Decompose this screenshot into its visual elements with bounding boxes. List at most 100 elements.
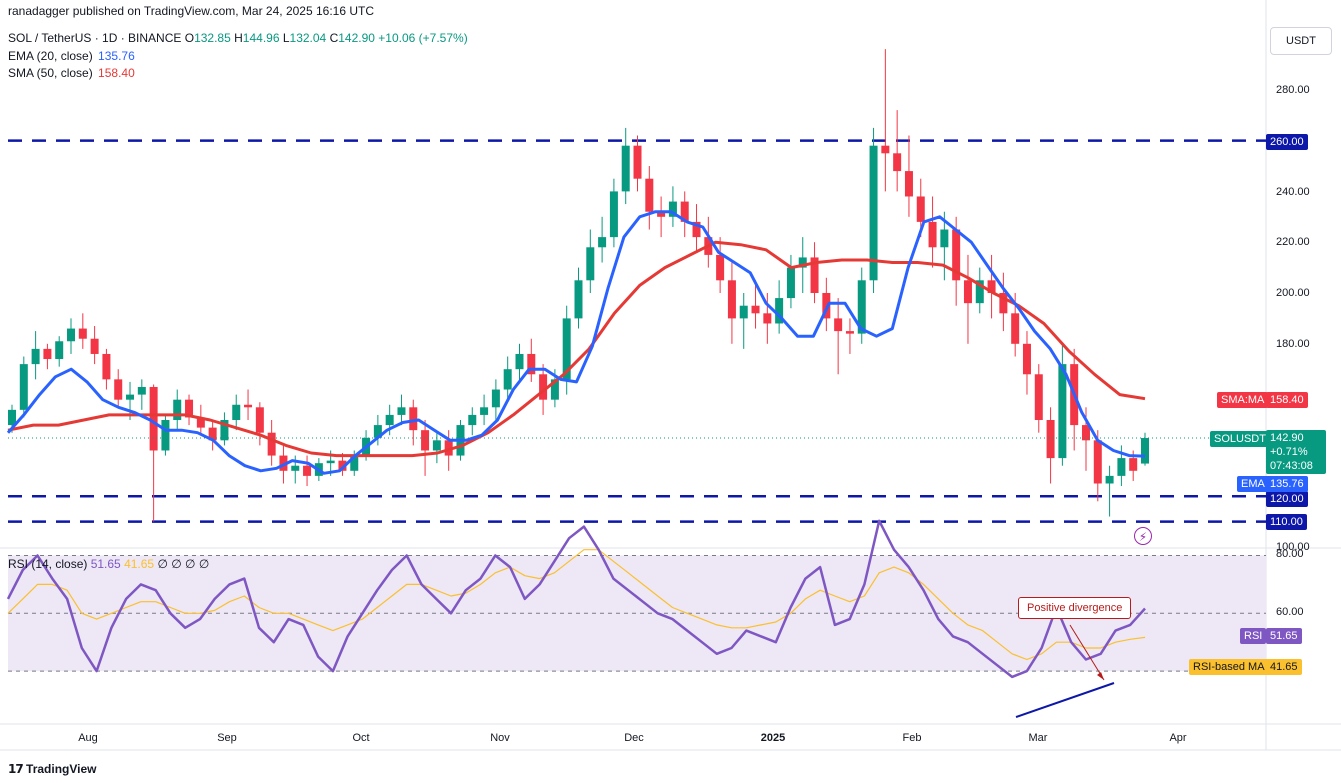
candle-body bbox=[539, 374, 548, 400]
candle-body bbox=[668, 201, 677, 217]
high-value: 144.96 bbox=[242, 31, 280, 45]
sma-legend-label: SMA (50, close) bbox=[8, 66, 93, 80]
close-value: 142.90 bbox=[338, 31, 375, 45]
candle-body bbox=[220, 420, 229, 441]
symbol-legend: SOL / TetherUS · 1D · BINANCE O132.85 H1… bbox=[8, 31, 468, 45]
time-tick: Dec bbox=[624, 732, 644, 744]
candle-body bbox=[31, 348, 40, 365]
candle-body bbox=[173, 399, 182, 420]
candle-body bbox=[244, 404, 253, 408]
candle-body bbox=[621, 145, 630, 192]
time-tick: Mar bbox=[1028, 732, 1048, 744]
candle-body bbox=[586, 247, 595, 281]
flash-icon[interactable]: ⚡ bbox=[1134, 527, 1152, 545]
candle-body bbox=[1058, 364, 1067, 459]
rsi-legend[interactable]: RSI (14, close) 51.65 41.65 ∅ ∅ ∅ ∅ bbox=[8, 557, 209, 571]
candle-body bbox=[291, 465, 300, 471]
rsi-legend-ma: 41.65 bbox=[124, 557, 155, 571]
sma-legend[interactable]: SMA (50, close) 158.40 bbox=[8, 66, 135, 80]
candle-body bbox=[727, 280, 736, 319]
candle-body bbox=[161, 420, 170, 451]
time-tick: Oct bbox=[352, 732, 370, 744]
price-tick: 100.00 bbox=[1276, 541, 1310, 553]
divergence-trendline bbox=[1015, 682, 1115, 718]
candle-body bbox=[680, 201, 689, 222]
candle-body bbox=[716, 254, 725, 281]
candle-body bbox=[373, 425, 382, 438]
candle-body bbox=[857, 280, 866, 334]
candle-body bbox=[491, 389, 500, 408]
candle-body bbox=[1129, 458, 1138, 471]
candle-body bbox=[8, 409, 16, 426]
time-tick: Sep bbox=[217, 732, 237, 744]
candle-body bbox=[1093, 440, 1102, 484]
ema-tag: EMA bbox=[1237, 476, 1269, 492]
symbol-name[interactable]: SOL / TetherUS · 1D · BINANCE bbox=[8, 31, 182, 45]
open-label: O bbox=[184, 31, 195, 45]
open-value: 132.85 bbox=[194, 31, 231, 45]
candle-body bbox=[562, 318, 571, 380]
sma-line bbox=[7, 240, 1146, 458]
candle-body bbox=[43, 348, 52, 360]
candle-body bbox=[633, 145, 642, 179]
rsi-line bbox=[6, 519, 1146, 679]
rsi-legend-value: 51.65 bbox=[90, 557, 121, 571]
candle-body bbox=[397, 407, 406, 415]
candle-body bbox=[1022, 343, 1031, 375]
ema-line bbox=[6, 210, 1146, 475]
candle-body bbox=[444, 440, 453, 456]
currency-button[interactable]: USDT bbox=[1270, 27, 1332, 55]
candle-body bbox=[102, 353, 111, 380]
last-price-box: 142.90 +0.71% 07:43:08 bbox=[1266, 430, 1326, 474]
candle-body bbox=[1117, 458, 1126, 476]
candle-body bbox=[598, 237, 607, 248]
change-value: +10.06 (+7.57%) bbox=[378, 31, 468, 45]
sma-legend-value: 158.40 bbox=[98, 66, 135, 80]
candle-body bbox=[574, 280, 583, 319]
candle-body bbox=[503, 369, 512, 390]
price-tick: 220.00 bbox=[1276, 236, 1310, 248]
candle-body bbox=[893, 153, 902, 172]
price-tick: 180.00 bbox=[1276, 338, 1310, 350]
tradingview-logo[interactable]: 𝟭𝟳 TradingView bbox=[8, 762, 97, 776]
candle-body bbox=[303, 465, 312, 476]
tv-logo-icon: 𝟭𝟳 bbox=[8, 762, 24, 776]
candle-body bbox=[326, 460, 335, 464]
candle-body bbox=[480, 407, 489, 415]
candle-body bbox=[751, 305, 760, 314]
ema-legend-label: EMA (20, close) bbox=[8, 49, 93, 63]
candle-body bbox=[515, 353, 524, 370]
candle-body bbox=[881, 145, 890, 154]
rsi-ma-tag: RSI-based MA bbox=[1189, 659, 1269, 675]
candle-body bbox=[1034, 374, 1043, 420]
candle-body bbox=[798, 257, 807, 268]
candle-body bbox=[196, 417, 205, 428]
candle-body bbox=[810, 257, 819, 293]
candle-body bbox=[385, 414, 394, 426]
ema-legend[interactable]: EMA (20, close) 135.76 bbox=[8, 49, 135, 63]
candle-body bbox=[1011, 313, 1020, 344]
candle-body bbox=[1046, 420, 1055, 459]
candle-body bbox=[916, 196, 925, 222]
candle-body bbox=[55, 341, 64, 360]
divergence-annotation[interactable]: Positive divergence bbox=[1018, 597, 1132, 619]
time-tick: Nov bbox=[490, 732, 510, 744]
candle-body bbox=[67, 328, 76, 342]
candle-body bbox=[1141, 438, 1149, 464]
price-tick: 240.00 bbox=[1276, 186, 1310, 198]
bar-countdown: 07:43:08 bbox=[1270, 460, 1313, 472]
candle-body bbox=[232, 404, 241, 420]
last-change: +0.71% bbox=[1270, 446, 1308, 458]
candle-body bbox=[775, 298, 784, 324]
candle-body bbox=[928, 221, 937, 248]
candle-body bbox=[267, 432, 276, 456]
candle-body bbox=[114, 379, 123, 400]
candle-body bbox=[338, 460, 347, 471]
annotation-pointer bbox=[1069, 624, 1105, 681]
candle-body bbox=[1105, 475, 1114, 484]
time-tick: 2025 bbox=[760, 732, 786, 744]
candle-body bbox=[468, 414, 477, 426]
level-120-label: 120.00 bbox=[1266, 491, 1308, 507]
candle-body bbox=[739, 305, 748, 319]
